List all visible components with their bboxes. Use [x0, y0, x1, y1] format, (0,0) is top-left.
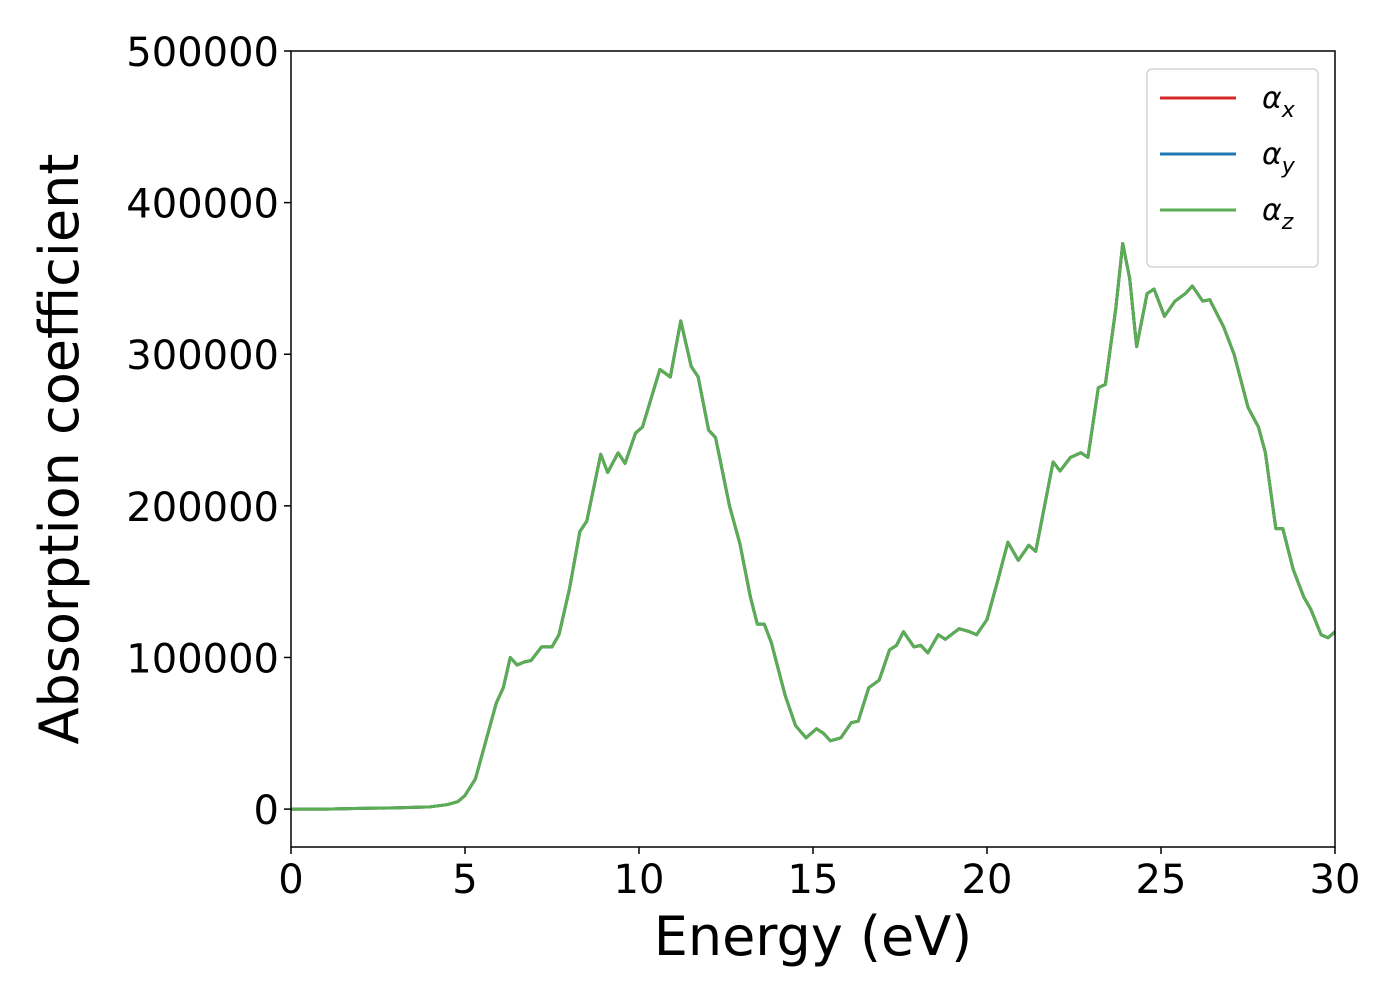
x-tick-label: 20 — [962, 857, 1013, 903]
data-line — [291, 242, 1335, 811]
y-tick-label: 100000 — [126, 636, 279, 682]
x-tick-label: 10 — [614, 857, 665, 903]
y-tick-label: 400000 — [126, 182, 279, 228]
y-tick-label: 300000 — [126, 333, 279, 379]
y-tick-label: 500000 — [126, 30, 279, 76]
x-axis-label: Energy (eV) — [654, 905, 973, 968]
legend-box — [1146, 68, 1319, 268]
x-tick-label: 5 — [452, 857, 477, 903]
x-tick-label: 15 — [788, 857, 839, 903]
y-tick-label: 200000 — [126, 485, 279, 531]
plot-frame — [290, 50, 1336, 848]
data-line — [291, 242, 1335, 811]
x-tick-label: 30 — [1310, 857, 1361, 903]
x-tick-label: 25 — [1136, 857, 1187, 903]
y-tick-label: 0 — [254, 788, 279, 834]
y-axis-label: Absorption coefficient — [28, 154, 91, 745]
x-tick-label: 0 — [278, 857, 303, 903]
data-line — [291, 242, 1335, 811]
